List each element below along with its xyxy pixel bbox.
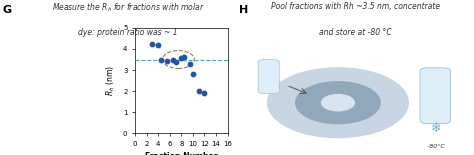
FancyBboxPatch shape [420,68,450,124]
Point [189,73,197,75]
Point [149,42,156,45]
Y-axis label: $R_h$ (nm): $R_h$ (nm) [105,65,118,96]
Point [157,58,165,61]
Point [181,56,188,59]
Point [177,57,185,60]
Point [169,58,176,61]
Text: and store at -80 °C: and store at -80 °C [319,28,392,37]
Point [201,92,208,95]
Circle shape [267,68,408,138]
Circle shape [321,95,355,111]
Text: G: G [2,5,11,15]
Point [163,59,171,62]
Point [186,62,194,65]
Text: dye: protein ratio was ~ 1: dye: protein ratio was ~ 1 [78,28,178,37]
Text: ❄: ❄ [431,122,442,135]
Text: H: H [239,5,249,15]
Text: Pool fractions with Rh ~3.5 nm, concentrate: Pool fractions with Rh ~3.5 nm, concentr… [271,2,440,11]
Point [155,44,162,46]
Text: -80°C: -80°C [428,144,446,149]
X-axis label: Fraction Number: Fraction Number [145,153,218,155]
Point [195,90,202,92]
FancyBboxPatch shape [258,60,279,93]
Point [172,60,179,63]
Text: Measure the $R_h$ for fractions with molar: Measure the $R_h$ for fractions with mol… [52,2,204,14]
Circle shape [296,82,380,124]
